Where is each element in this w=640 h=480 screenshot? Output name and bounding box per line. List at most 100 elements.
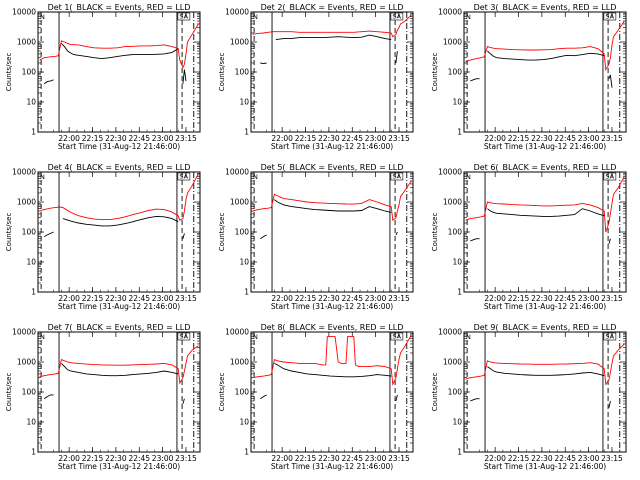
right-marker-box xyxy=(603,172,617,181)
plot-frame xyxy=(250,331,414,453)
right-marker-box xyxy=(177,172,191,181)
right-marker-box xyxy=(177,12,191,21)
events-series-line xyxy=(43,363,185,405)
detector-panel-7: Det 7(_BLACK = Events, RED = LLD 1 10 100 10… xyxy=(5,323,201,471)
plot-frame xyxy=(37,171,201,293)
x-tick-label: 23:00 xyxy=(578,454,600,463)
lld-series-line xyxy=(252,334,412,386)
x-tick-label: 23:15 xyxy=(388,134,410,143)
right-marker-label: SA xyxy=(179,13,188,21)
x-tick-label: 22:00 xyxy=(58,454,80,463)
right-marker-label: SA xyxy=(179,173,188,181)
x-tick-label: 23:15 xyxy=(175,294,197,303)
y-axis-label: Counts/sec xyxy=(431,373,439,412)
x-tick-label: 22:45 xyxy=(341,454,363,463)
y-tick-label: 10000 xyxy=(225,328,249,337)
y-tick-label: 10000 xyxy=(12,8,36,17)
x-tick-label: 23:00 xyxy=(578,294,600,303)
x-tick-label: 22:30 xyxy=(105,454,127,463)
right-marker-label: SA xyxy=(392,333,401,341)
y-tick-label: 1000 xyxy=(230,198,249,207)
left-marker-label: N xyxy=(40,173,45,181)
x-tick-label: 22:15 xyxy=(508,294,530,303)
panel-title: Det 6(_BLACK = Events, RED = LLD xyxy=(474,163,617,172)
y-tick-label: 100 xyxy=(235,388,250,397)
x-axis-label: Start Time (31-Aug-12 21:46:00) xyxy=(271,142,393,151)
plot-frame xyxy=(463,11,627,133)
right-marker-box xyxy=(603,332,617,341)
x-tick-label: 22:45 xyxy=(128,294,150,303)
y-tick-label: 1000 xyxy=(17,358,36,367)
panel-title: Det 5(_BLACK = Events, RED = LLD xyxy=(261,163,404,172)
x-tick-label: 22:45 xyxy=(554,454,576,463)
left-marker-label: N xyxy=(40,333,45,341)
events-series-line xyxy=(260,199,398,240)
right-marker-label: SA xyxy=(605,333,614,341)
lld-series-line xyxy=(39,23,199,69)
x-tick-label: 22:15 xyxy=(82,294,104,303)
x-tick-label: 23:00 xyxy=(152,454,174,463)
left-marker-label: N xyxy=(40,13,45,21)
x-tick-label: 22:30 xyxy=(105,294,127,303)
y-tick-label: 10 xyxy=(452,98,462,107)
left-marker-label: N xyxy=(466,333,471,341)
x-axis-label: Start Time (31-Aug-12 21:46:00) xyxy=(484,302,606,311)
lld-series-line xyxy=(465,20,625,72)
y-axis-label: Counts/sec xyxy=(218,53,226,92)
x-axis-label: Start Time (31-Aug-12 21:46:00) xyxy=(271,462,393,471)
x-axis-label: Start Time (31-Aug-12 21:46:00) xyxy=(58,462,180,471)
y-tick-label: 1000 xyxy=(17,198,36,207)
right-marker-label: SA xyxy=(179,333,188,341)
panel-title: Det 9(_BLACK = Events, RED = LLD xyxy=(474,323,617,332)
events-series-line xyxy=(43,43,187,85)
x-axis-label: Start Time (31-Aug-12 21:46:00) xyxy=(484,142,606,151)
y-tick-label: 1 xyxy=(457,448,462,457)
lld-series-line xyxy=(252,180,412,221)
detector-panel-1: Det 1(_BLACK = Events, RED = LLD 1 10 100 10… xyxy=(5,3,201,151)
x-tick-label: 22:00 xyxy=(484,134,506,143)
x-tick-label: 22:30 xyxy=(531,294,553,303)
x-tick-label: 23:00 xyxy=(365,294,387,303)
detector-panel-9: Det 9(_BLACK = Events, RED = LLD 1 10 100 10… xyxy=(431,323,627,471)
y-tick-label: 1 xyxy=(244,448,249,457)
y-tick-label: 10000 xyxy=(12,168,36,177)
panel-title: Det 8(_BLACK = Events, RED = LLD xyxy=(261,323,404,332)
y-tick-label: 10000 xyxy=(225,168,249,177)
x-tick-label: 23:15 xyxy=(388,294,410,303)
x-tick-label: 23:15 xyxy=(601,454,623,463)
y-tick-label: 10000 xyxy=(438,8,462,17)
x-tick-label: 22:45 xyxy=(128,454,150,463)
y-tick-label: 1000 xyxy=(230,358,249,367)
x-tick-label: 22:30 xyxy=(531,134,553,143)
x-tick-label: 22:45 xyxy=(128,134,150,143)
x-tick-label: 23:00 xyxy=(578,134,600,143)
y-tick-label: 1 xyxy=(31,448,36,457)
lld-series-line xyxy=(465,176,625,233)
x-axis-label: Start Time (31-Aug-12 21:46:00) xyxy=(271,302,393,311)
left-marker-label: N xyxy=(466,13,471,21)
x-tick-label: 22:15 xyxy=(508,454,530,463)
panel-title: Det 7(_BLACK = Events, RED = LLD xyxy=(48,323,191,332)
y-tick-label: 100 xyxy=(448,228,463,237)
x-tick-label: 22:00 xyxy=(271,454,293,463)
x-tick-label: 23:00 xyxy=(365,134,387,143)
x-tick-label: 22:30 xyxy=(105,134,127,143)
x-tick-label: 22:30 xyxy=(318,134,340,143)
x-tick-label: 22:30 xyxy=(531,454,553,463)
x-tick-label: 22:00 xyxy=(271,134,293,143)
x-tick-label: 22:30 xyxy=(318,454,340,463)
events-series-line xyxy=(260,362,398,402)
y-tick-label: 10 xyxy=(239,98,249,107)
y-tick-label: 10 xyxy=(452,258,462,267)
y-tick-label: 1 xyxy=(31,288,36,297)
x-axis-label: Start Time (31-Aug-12 21:46:00) xyxy=(58,142,180,151)
x-tick-label: 22:00 xyxy=(484,294,506,303)
x-tick-label: 23:15 xyxy=(388,454,410,463)
y-tick-label: 1000 xyxy=(443,38,462,47)
y-tick-label: 100 xyxy=(448,388,463,397)
events-series-line xyxy=(470,208,611,245)
y-tick-label: 10000 xyxy=(12,328,36,337)
plot-frame xyxy=(463,171,627,293)
x-tick-label: 22:15 xyxy=(508,134,530,143)
